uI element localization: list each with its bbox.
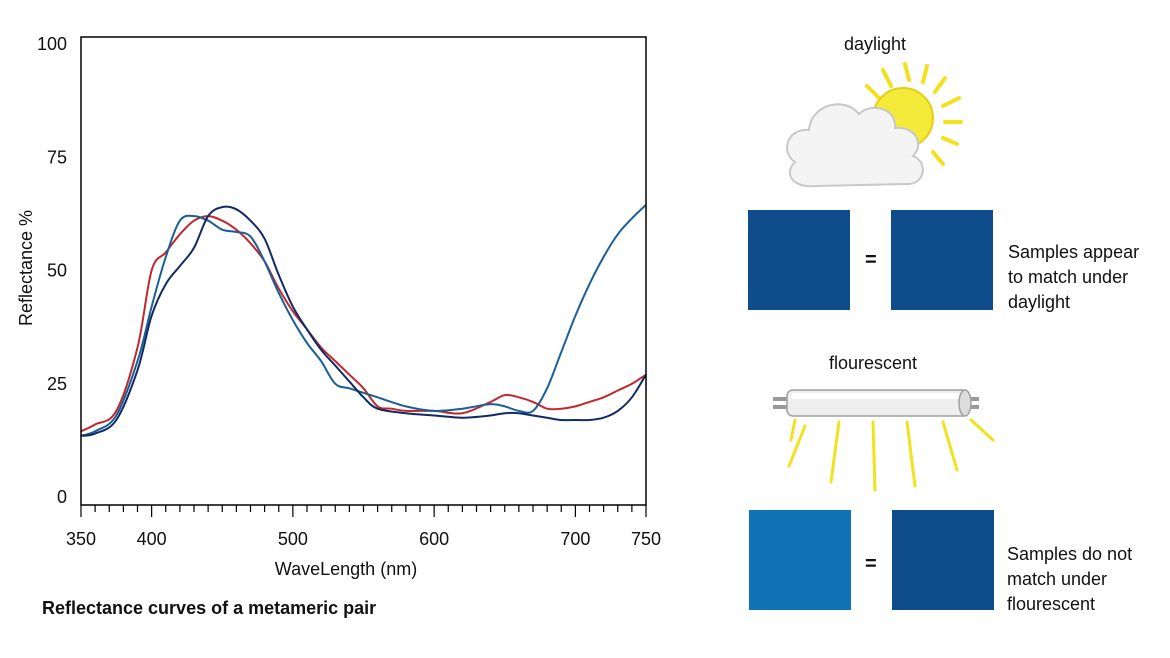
sun-cloud-icon <box>786 62 963 188</box>
daylight-note-line-3: daylight <box>1008 292 1071 312</box>
x-axis: 350 400 500 600 700 750 <box>66 505 661 549</box>
daylight-equals: = <box>865 249 877 271</box>
fluorescent-label: flourescent <box>828 353 918 373</box>
fluorescent-right-swatch <box>892 510 994 610</box>
x-tick-label: 750 <box>631 529 661 549</box>
x-axis-title: WaveLength (nm) <box>275 559 417 579</box>
fluorescent-equals: = <box>865 553 877 575</box>
plot-frame <box>80 36 647 506</box>
x-tick-label: 500 <box>278 529 308 549</box>
daylight-right-swatch <box>891 210 993 310</box>
series-line-3 <box>80 205 647 437</box>
y-axis-title: Reflectance % <box>16 210 36 326</box>
x-tick-label: 600 <box>419 529 449 549</box>
daylight-note: Samples appear to match under daylight <box>1008 240 1139 315</box>
x-tick-label: 700 <box>560 529 590 549</box>
y-tick-label: 100 <box>37 34 67 54</box>
y-tick-label: 0 <box>57 487 67 507</box>
daylight-note-line-2: to match under <box>1008 267 1129 287</box>
fluorescent-tube-icon <box>773 389 995 492</box>
y-tick-label: 25 <box>47 374 67 394</box>
fluorescent-note-line-3: flourescent <box>1007 594 1096 614</box>
chart-caption: Reflectance curves of a metameric pair <box>42 598 377 618</box>
reflectance-chart: 350 400 500 600 700 750 0 25 50 75 100 WaveLength… <box>16 34 661 579</box>
fluorescent-note-line-2: match under <box>1007 569 1108 589</box>
fluorescent-left-swatch <box>749 510 851 610</box>
fluorescent-note-line-1: Samples do not <box>1007 544 1133 564</box>
series-line-1 <box>80 215 647 433</box>
y-tick-label: 75 <box>47 147 67 167</box>
y-axis: 0 25 50 75 100 <box>37 34 67 507</box>
daylight-note-line-1: Samples appear <box>1008 242 1140 262</box>
chart-curves <box>80 204 647 437</box>
x-tick-label: 350 <box>66 529 96 549</box>
x-tick-label: 400 <box>137 529 167 549</box>
y-tick-label: 50 <box>47 261 67 281</box>
fluorescent-note: Samples do not match under flourescent <box>1007 542 1132 617</box>
daylight-left-swatch <box>748 210 850 310</box>
daylight-label: daylight <box>843 34 907 54</box>
series-line-2 <box>80 204 647 437</box>
